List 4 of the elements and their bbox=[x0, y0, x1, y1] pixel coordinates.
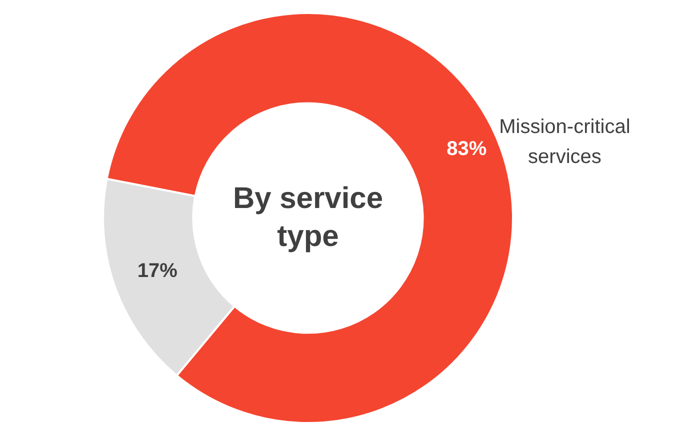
data-label: 17% bbox=[137, 260, 178, 282]
slice-label: Mission-critical services bbox=[499, 116, 630, 168]
data-label: 83% bbox=[446, 138, 487, 160]
text: By service type bbox=[232, 181, 384, 255]
